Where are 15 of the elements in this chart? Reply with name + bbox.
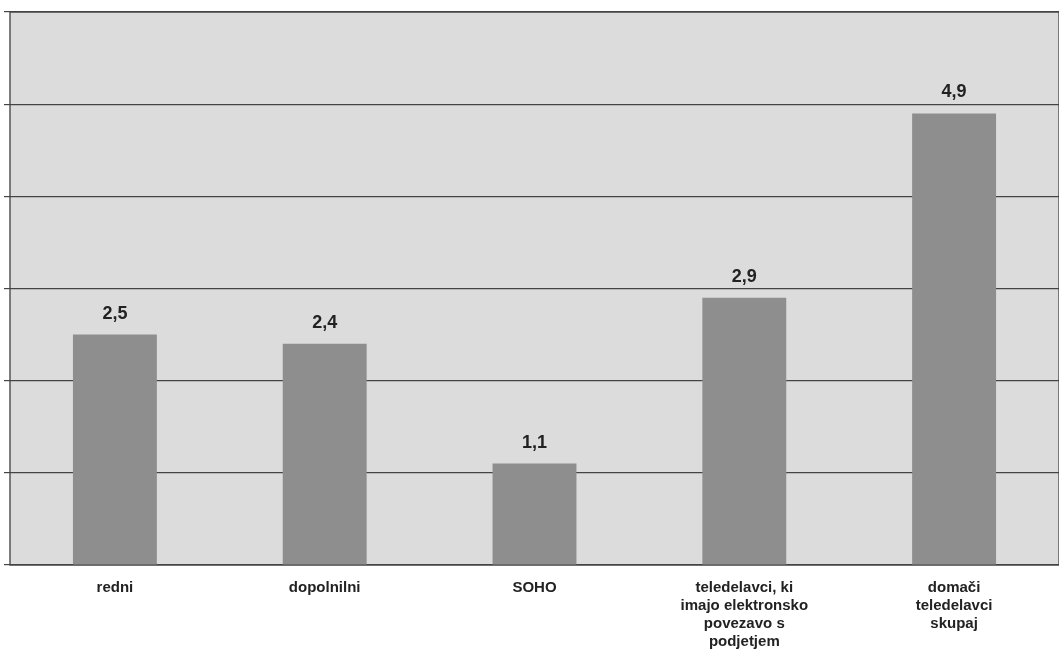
data-label: 1,1 <box>521 431 548 452</box>
data-label: 2,4 <box>312 311 338 332</box>
bar <box>492 463 577 565</box>
bar <box>282 343 367 565</box>
x-tick-label: SOHO <box>512 578 557 596</box>
data-label: 2,9 <box>731 265 757 286</box>
data-label: 2,5 <box>102 302 128 323</box>
bar <box>912 113 997 565</box>
data-label: 4,9 <box>941 81 967 102</box>
x-tick-label: dopolnilni <box>288 578 361 596</box>
x-tick-label: teledelavci, ki imajo elektronsko povezavo s podjetjem <box>680 578 809 650</box>
x-tick-label: redni <box>96 578 134 596</box>
bar <box>702 297 787 565</box>
bar <box>72 334 157 565</box>
x-tick-label: domači teledelavci skupaj <box>915 578 993 632</box>
